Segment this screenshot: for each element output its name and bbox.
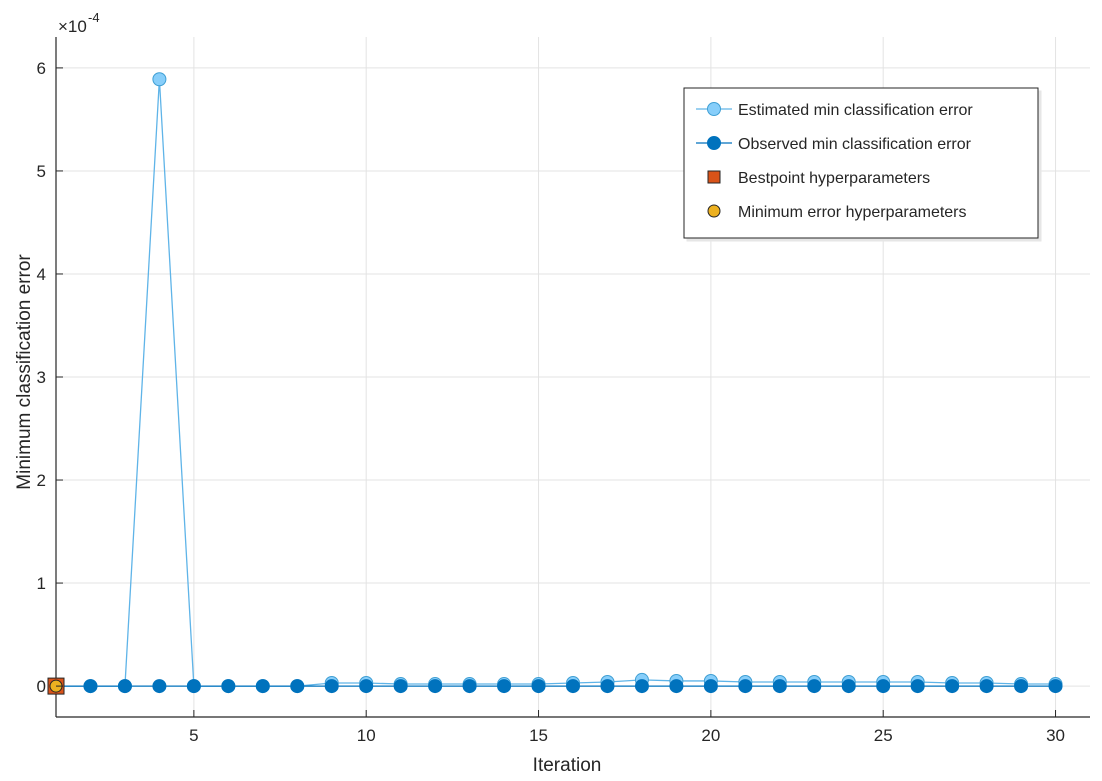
- observed-error-point: [186, 679, 201, 694]
- observed-error-point: [83, 679, 98, 694]
- estimated-error-point: [152, 72, 167, 87]
- series-layer: [47, 72, 1063, 695]
- legend-entry-label: Observed min classification error: [738, 136, 972, 153]
- x-tick-label: 30: [1046, 726, 1065, 745]
- legend-minimum-error-swatch: [707, 204, 721, 218]
- observed-error-point: [772, 679, 787, 694]
- observed-error-point: [876, 679, 891, 694]
- y-tick-label: 1: [37, 574, 46, 593]
- legend-entry-label: Estimated min classification error: [738, 102, 973, 119]
- legend-observed-marker-swatch: [707, 136, 721, 150]
- observed-error-point: [290, 679, 305, 694]
- observed-error-point: [600, 679, 615, 694]
- legend-entries: Estimated min classification error Observ…: [696, 102, 973, 221]
- y-tick-label: 2: [37, 471, 46, 490]
- ticks-layer: 5 10 15 20 25 30 0 1 2 3 4 5 6: [37, 59, 1065, 745]
- observed-error-point: [566, 679, 580, 694]
- observed-error-point: [945, 679, 960, 694]
- legend-estimated-marker-swatch: [707, 102, 721, 116]
- legend: Estimated min classification error Observ…: [683, 87, 1039, 239]
- x-axis-label: Iteration: [533, 755, 602, 776]
- y-tick-label: 3: [37, 368, 46, 387]
- observed-error-point: [703, 679, 718, 694]
- grid-layer: [56, 37, 1090, 717]
- x-tick-label: 20: [701, 726, 720, 745]
- y-tick-label: 4: [37, 265, 46, 284]
- observed-error-point: [462, 679, 477, 694]
- legend-box: [683, 87, 1039, 239]
- observed-error-point: [1048, 679, 1063, 694]
- x-tick-label: 10: [357, 726, 376, 745]
- observed-error-point: [428, 679, 443, 694]
- observed-error-point: [1014, 679, 1029, 694]
- observed-error-point: [393, 679, 408, 694]
- observed-error-point: [807, 679, 822, 694]
- observed-error-point: [634, 679, 649, 694]
- x-tick-label: 25: [874, 726, 893, 745]
- observed-error-point: [152, 679, 167, 694]
- observed-error-point: [738, 679, 753, 694]
- x-tick-label: 5: [189, 726, 198, 745]
- observed-error-point: [117, 679, 132, 694]
- observed-error-point: [669, 679, 684, 694]
- x-tick-label: 15: [529, 726, 548, 745]
- y-tick-label: 6: [37, 59, 46, 78]
- legend-entry-label: Bestpoint hyperparameters: [738, 170, 930, 187]
- observed-error-point: [255, 679, 270, 694]
- y-tick-label: 0: [37, 677, 46, 696]
- observed-error-point: [979, 679, 994, 694]
- legend-entry-label: Minimum error hyperparameters: [738, 204, 967, 221]
- observed-error-point: [221, 679, 236, 694]
- observed-error-point: [324, 679, 339, 694]
- legend-bestpoint-swatch: [707, 170, 721, 184]
- y-exponent-base: ×10: [58, 17, 87, 36]
- observed-error-point: [497, 679, 512, 694]
- observed-error-point: [841, 679, 856, 694]
- y-tick-label: 5: [37, 162, 46, 181]
- y-exponent-label: ×10 -4: [58, 10, 100, 36]
- observed-error-point: [910, 679, 925, 694]
- observed-error-point: [359, 679, 374, 694]
- y-exponent-power: -4: [88, 10, 100, 25]
- y-axis-label: Minimum classification error: [14, 254, 35, 490]
- observed-error-point: [531, 679, 546, 694]
